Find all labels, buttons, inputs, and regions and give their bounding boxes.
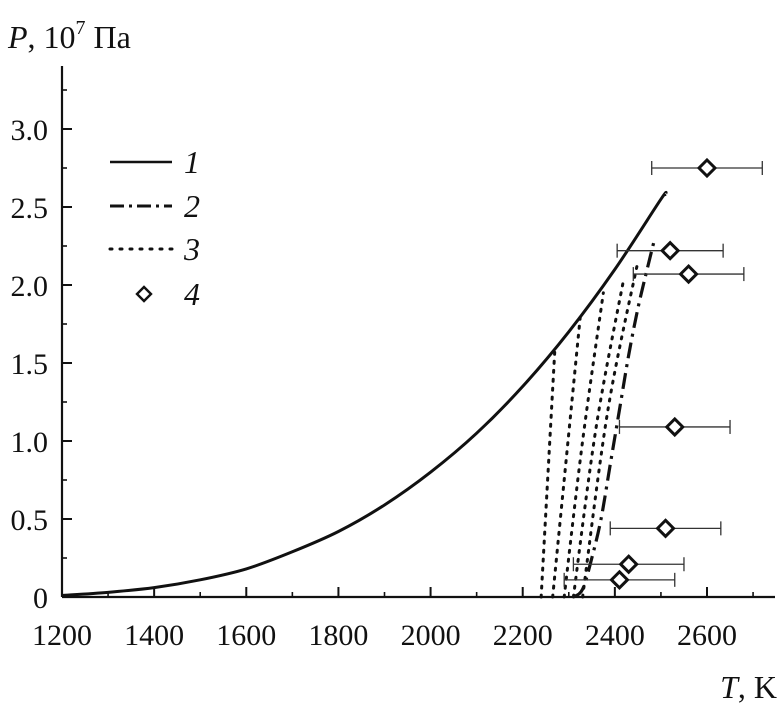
series-3-line	[551, 314, 582, 599]
y-axis-title: P, 107 Па	[7, 17, 131, 55]
series-4-point	[696, 157, 718, 179]
legend-label-1: 1	[184, 144, 200, 180]
y-axis-unit-exponent: 7	[76, 17, 86, 39]
x-tick-label: 1400	[124, 619, 184, 652]
x-tick-label: 1200	[32, 619, 92, 652]
y-axis-unit-prefix: , 10	[28, 19, 76, 55]
legend-label-4: 4	[184, 276, 200, 312]
x-tick-label: 2600	[677, 619, 737, 652]
x-axis-symbol: T	[720, 669, 740, 705]
y-tick-label: 2.0	[11, 270, 49, 303]
series-3-line	[571, 275, 626, 599]
y-tick-label: 0.5	[11, 504, 49, 537]
x-tick-label: 2400	[585, 619, 645, 652]
legend-label-3: 3	[183, 231, 200, 267]
plot-area	[61, 157, 763, 599]
x-axis-title: T, K	[720, 669, 777, 705]
x-tick-label: 2000	[401, 619, 461, 652]
series-2-line	[572, 240, 656, 599]
axes	[60, 66, 775, 599]
y-tick-label: 0	[33, 582, 48, 615]
series-4-point	[664, 416, 685, 438]
y-tick-label: 3.0	[11, 114, 49, 147]
legend: 1 2 3 4	[108, 144, 200, 312]
series-4-point	[655, 518, 676, 539]
series-4-point	[618, 554, 639, 575]
ticks: 1200 1400 1600 1800 2000 2200 2400 2600 0 0.5 1.0 1…	[11, 89, 754, 652]
series-4-point	[609, 569, 630, 590]
y-tick-label: 1.0	[11, 426, 49, 459]
y-tick-label: 2.5	[11, 192, 49, 225]
series-3-line	[562, 291, 605, 599]
series-4-point	[660, 240, 681, 261]
y-tick-label: 1.5	[11, 348, 49, 381]
x-axis-unit: , K	[738, 669, 777, 705]
x-tick-label: 1800	[308, 619, 368, 652]
series-3-line	[581, 260, 640, 599]
series-4-point	[678, 263, 699, 285]
series-1-line	[61, 190, 668, 597]
x-tick-label: 2200	[493, 619, 553, 652]
y-axis-symbol: P	[7, 19, 28, 55]
series-3-line	[539, 345, 557, 599]
legend-label-2: 2	[184, 188, 200, 224]
legend-marker-4	[135, 285, 153, 303]
y-axis-unit-suffix: Па	[86, 19, 131, 55]
x-tick-label: 1600	[216, 619, 276, 652]
